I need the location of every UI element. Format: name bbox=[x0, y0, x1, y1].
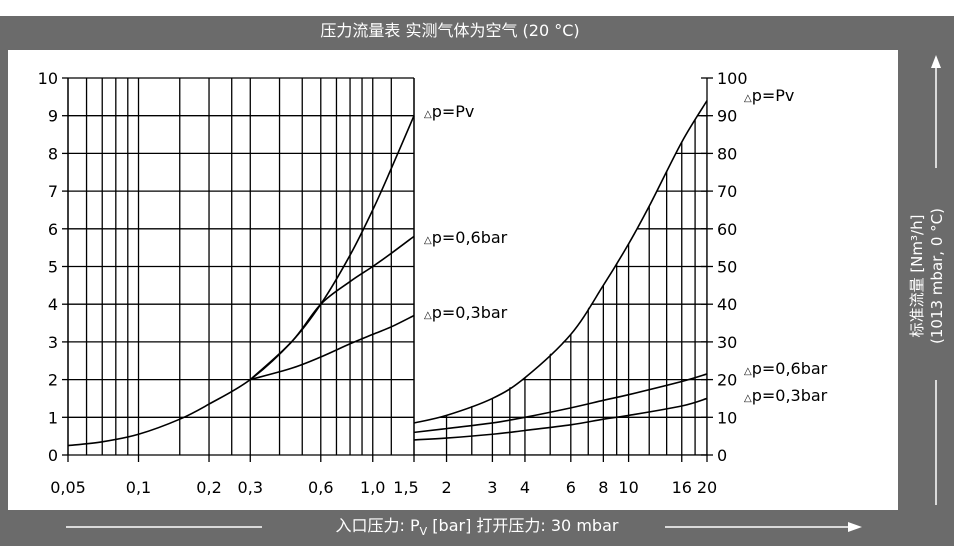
left-y-tick-label: 1 bbox=[48, 408, 58, 427]
y-axis-label-line1: 标准流量 [Nm³/h] bbox=[908, 215, 926, 338]
left-y-tick-label: 10 bbox=[38, 69, 58, 88]
left-label-pv: △p=Pv bbox=[424, 102, 474, 121]
right-x-tick-label: 10 bbox=[618, 478, 638, 497]
x-axis-label-main: 入口压力: P bbox=[335, 516, 420, 535]
right-y-tick-label: 30 bbox=[717, 333, 737, 352]
right-curve-0-3bar bbox=[413, 397, 708, 441]
right-y-tick-label: 40 bbox=[717, 295, 737, 314]
right-x-tick-label: 6 bbox=[566, 478, 576, 497]
left-y-tick-label: 6 bbox=[48, 220, 58, 239]
left-curve-0-3bar bbox=[250, 314, 415, 381]
right-y-tick-label: 100 bbox=[717, 69, 748, 88]
arrow-right-icon bbox=[848, 522, 862, 532]
right-x-tick-label: 2 bbox=[441, 478, 451, 497]
left-x-tick-label: 0,6 bbox=[308, 478, 333, 497]
left-x-tick-label: 1,0 bbox=[360, 478, 385, 497]
left-x-tick-label: 0,2 bbox=[196, 478, 221, 497]
left-x-tick-label: 0,3 bbox=[238, 478, 263, 497]
x-axis-label: 入口压力: PV [bar] 打开压力: 30 mbar bbox=[0, 512, 954, 540]
left-label-0-3bar: △p=0,3bar bbox=[424, 303, 508, 322]
right-curve-pv bbox=[413, 100, 708, 424]
left-curve-0-6bar bbox=[249, 235, 415, 381]
right-label-0-3bar: △p=0,3bar bbox=[744, 386, 828, 405]
x-axis-arrow bbox=[66, 522, 862, 532]
y-axis-label: 标准流量 [Nm³/h] (1013 mbar, 0 °C) bbox=[908, 55, 946, 505]
right-curve-0-6bar bbox=[413, 373, 708, 434]
left-y-tick-label: 7 bbox=[48, 182, 58, 201]
right-y-tick-label: 0 bbox=[717, 446, 727, 465]
right-y-tick-label: 80 bbox=[717, 144, 737, 163]
arrow-up-icon bbox=[931, 55, 941, 68]
chart-title: 压力流量表 实测气体为空气 (20 °C) bbox=[320, 21, 580, 40]
left-x-tick-label: 1,5 bbox=[393, 478, 418, 497]
right-x-tick-label: 3 bbox=[487, 478, 497, 497]
y-axis-label-line2: (1013 mbar, 0 °C) bbox=[928, 208, 946, 344]
right-label-pv: △p=Pv bbox=[744, 86, 794, 105]
x-axis-label-tail: [bar] 打开压力: 30 mbar bbox=[427, 516, 619, 535]
left-y-tick-label: 2 bbox=[48, 371, 58, 390]
plot-area bbox=[8, 50, 898, 510]
left-label-0-6bar: △p=0,6bar bbox=[424, 228, 508, 247]
right-y-tick-label: 60 bbox=[717, 220, 737, 239]
right-y-tick-label: 90 bbox=[717, 107, 737, 126]
left-y-tick-label: 9 bbox=[48, 107, 58, 126]
right-y-tick-label: 70 bbox=[717, 182, 737, 201]
right-x-tick-label: 8 bbox=[598, 478, 608, 497]
left-y-tick-label: 0 bbox=[48, 446, 58, 465]
left-y-tick-label: 3 bbox=[48, 333, 58, 352]
left-y-tick-label: 8 bbox=[48, 144, 58, 163]
right-x-tick-label: 20 bbox=[697, 478, 717, 497]
x-axis-label-sub: V bbox=[419, 525, 428, 539]
right-y-tick-label: 10 bbox=[717, 408, 737, 427]
right-x-tick-label: 4 bbox=[520, 478, 530, 497]
right-label-0-6bar: △p=0,6bar bbox=[744, 359, 828, 378]
left-y-tick-label: 4 bbox=[48, 295, 58, 314]
right-x-tick-label: 16 bbox=[672, 478, 692, 497]
left-x-tick-label: 0,1 bbox=[126, 478, 151, 497]
right-y-tick-label: 50 bbox=[717, 258, 737, 277]
left-x-tick-label: 0,05 bbox=[50, 478, 86, 497]
left-y-tick-label: 5 bbox=[48, 258, 58, 277]
right-y-tick-label: 20 bbox=[717, 371, 737, 390]
